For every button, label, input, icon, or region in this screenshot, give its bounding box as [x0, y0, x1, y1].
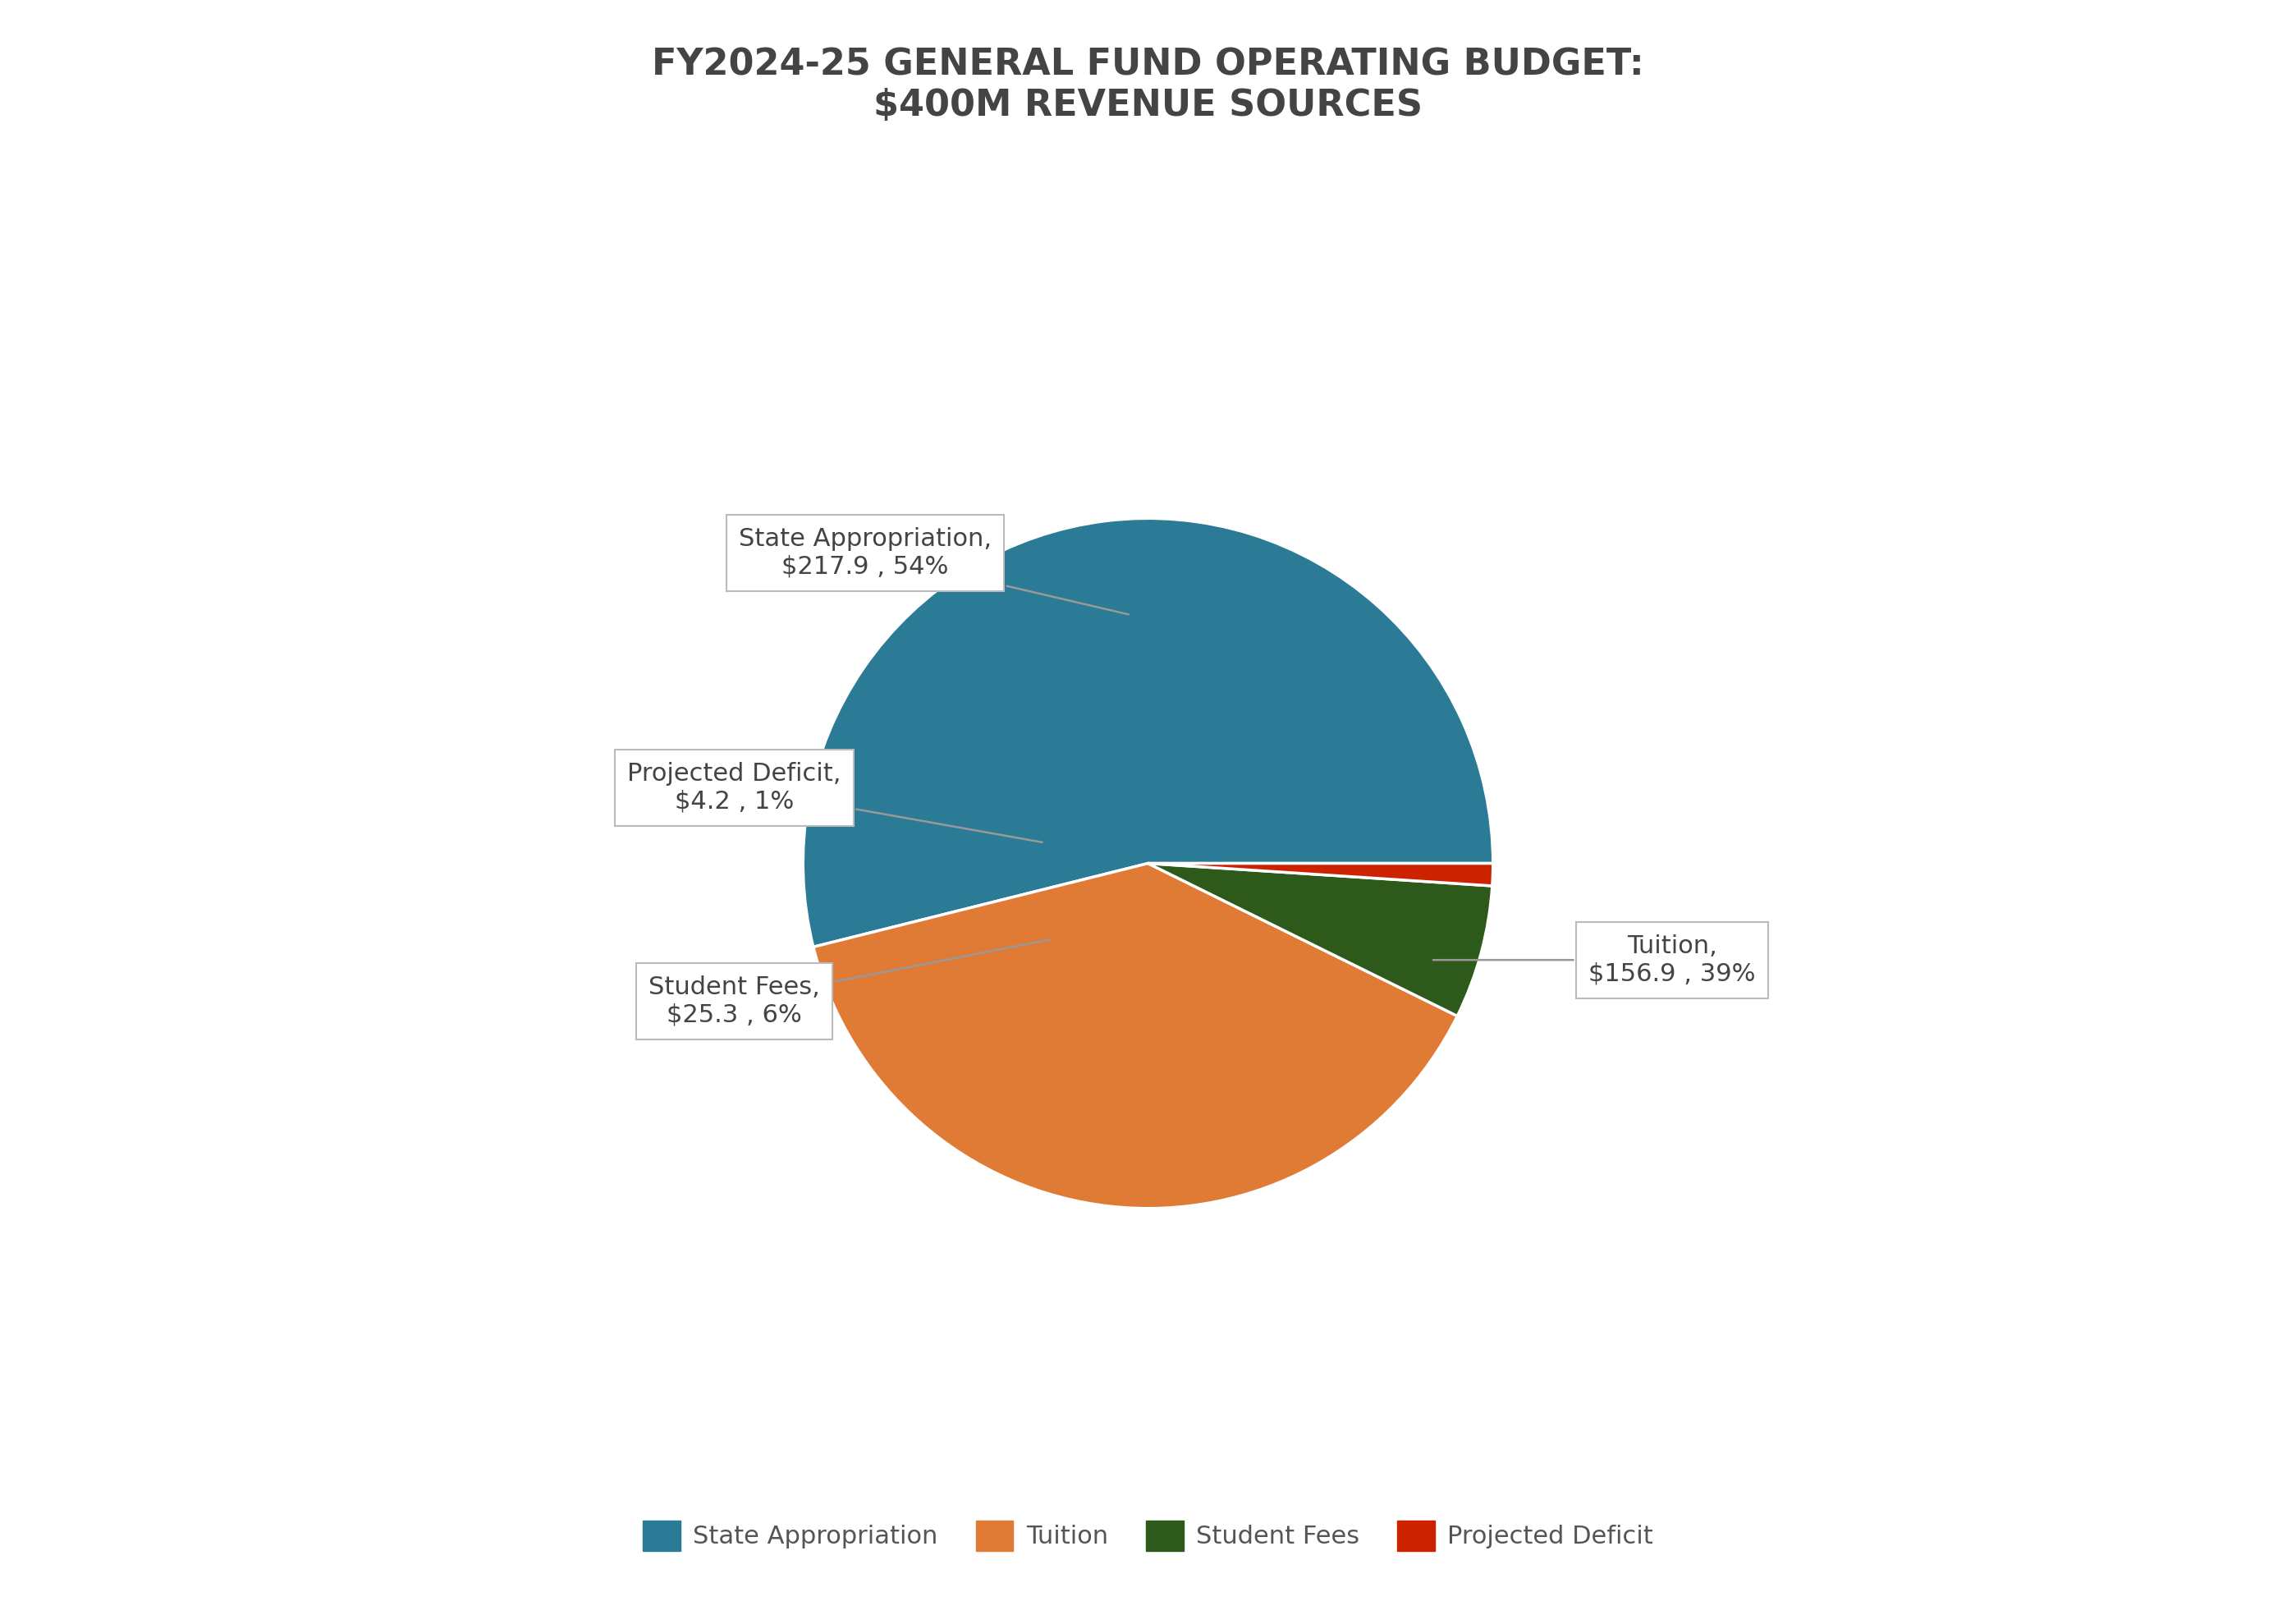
- Wedge shape: [1148, 864, 1492, 1016]
- Text: State Appropriation,
$217.9 , 54%: State Appropriation, $217.9 , 54%: [739, 526, 1130, 614]
- Text: Tuition,
$156.9 , 39%: Tuition, $156.9 , 39%: [1433, 933, 1756, 985]
- Text: Student Fees,
$25.3 , 6%: Student Fees, $25.3 , 6%: [647, 940, 1049, 1027]
- Wedge shape: [804, 518, 1492, 946]
- Text: Projected Deficit,
$4.2 , 1%: Projected Deficit, $4.2 , 1%: [627, 762, 1042, 843]
- Wedge shape: [813, 864, 1458, 1208]
- Legend: State Appropriation, Tuition, Student Fees, Projected Deficit: State Appropriation, Tuition, Student Fe…: [634, 1510, 1662, 1560]
- Title: FY2024-25 GENERAL FUND OPERATING BUDGET:
$400M REVENUE SOURCES: FY2024-25 GENERAL FUND OPERATING BUDGET:…: [652, 47, 1644, 123]
- Wedge shape: [1148, 864, 1492, 887]
